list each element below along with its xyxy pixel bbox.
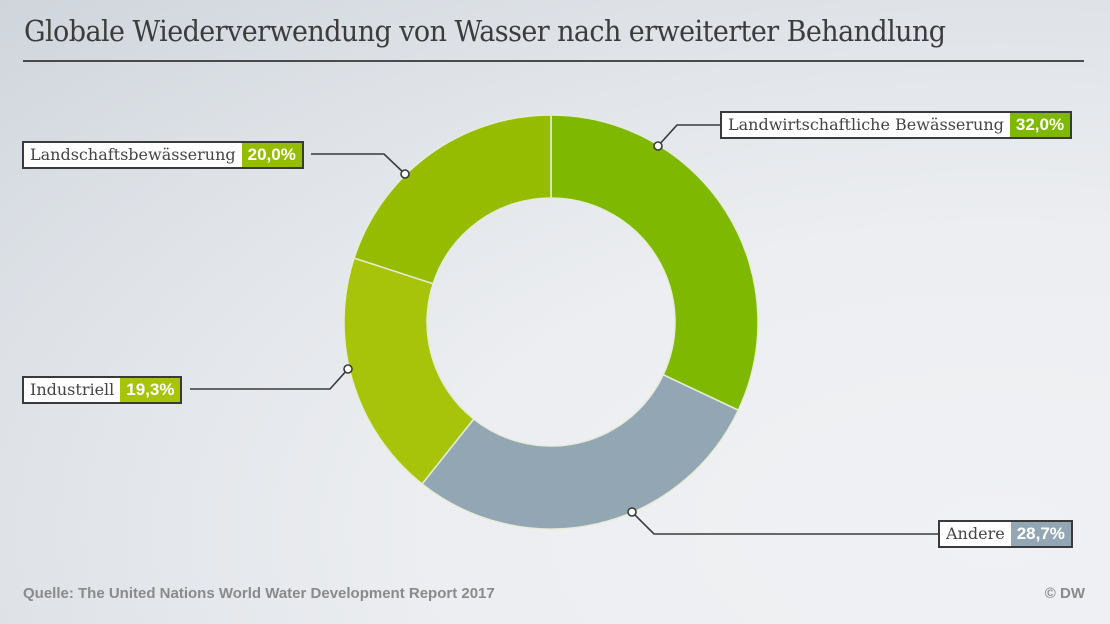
title-divider <box>23 60 1084 62</box>
leader-dot-0 <box>653 141 663 151</box>
slice-label-name: Andere <box>946 524 1005 543</box>
source-note: Quelle: The United Nations World Water D… <box>23 585 495 602</box>
slice-label-value: 32,0% <box>1009 113 1071 137</box>
leader-dot-2 <box>343 364 353 374</box>
leader-dot-1 <box>627 507 637 517</box>
slice-label-name: Landschaftsbewässerung <box>30 145 236 164</box>
slice-label-industriell: Industriell 19,3% <box>22 376 183 404</box>
leader-dot-3 <box>400 169 410 179</box>
slice-label-name: Landwirtschaftliche Bewässerung <box>728 115 1004 134</box>
leader-line-3 <box>311 153 406 175</box>
chart-title: Globale Wiederverwendung von Wasser nach… <box>24 14 946 48</box>
donut-slice-0 <box>550 114 759 412</box>
slice-label-value: 19,3% <box>120 378 181 402</box>
leader-line-0 <box>657 124 720 147</box>
copyright-credit: © DW <box>1044 585 1085 602</box>
slice-label-landschaftsbewaesserung: Landschaftsbewässerung 20,0% <box>22 141 304 169</box>
donut-slice-1 <box>421 373 740 530</box>
slice-label-value: 20,0% <box>241 143 302 167</box>
slice-label-landwirtschaftliche-bewaesserung: Landwirtschaftliche Bewässerung 32,0% <box>720 111 1073 139</box>
leader-line-1 <box>631 511 938 535</box>
slice-label-value: 28,7% <box>1010 522 1071 546</box>
slice-label-name: Industriell <box>30 380 115 399</box>
slice-label-andere: Andere 28,7% <box>938 520 1073 548</box>
leader-line-2 <box>190 368 349 390</box>
donut-slice-3 <box>353 114 552 285</box>
